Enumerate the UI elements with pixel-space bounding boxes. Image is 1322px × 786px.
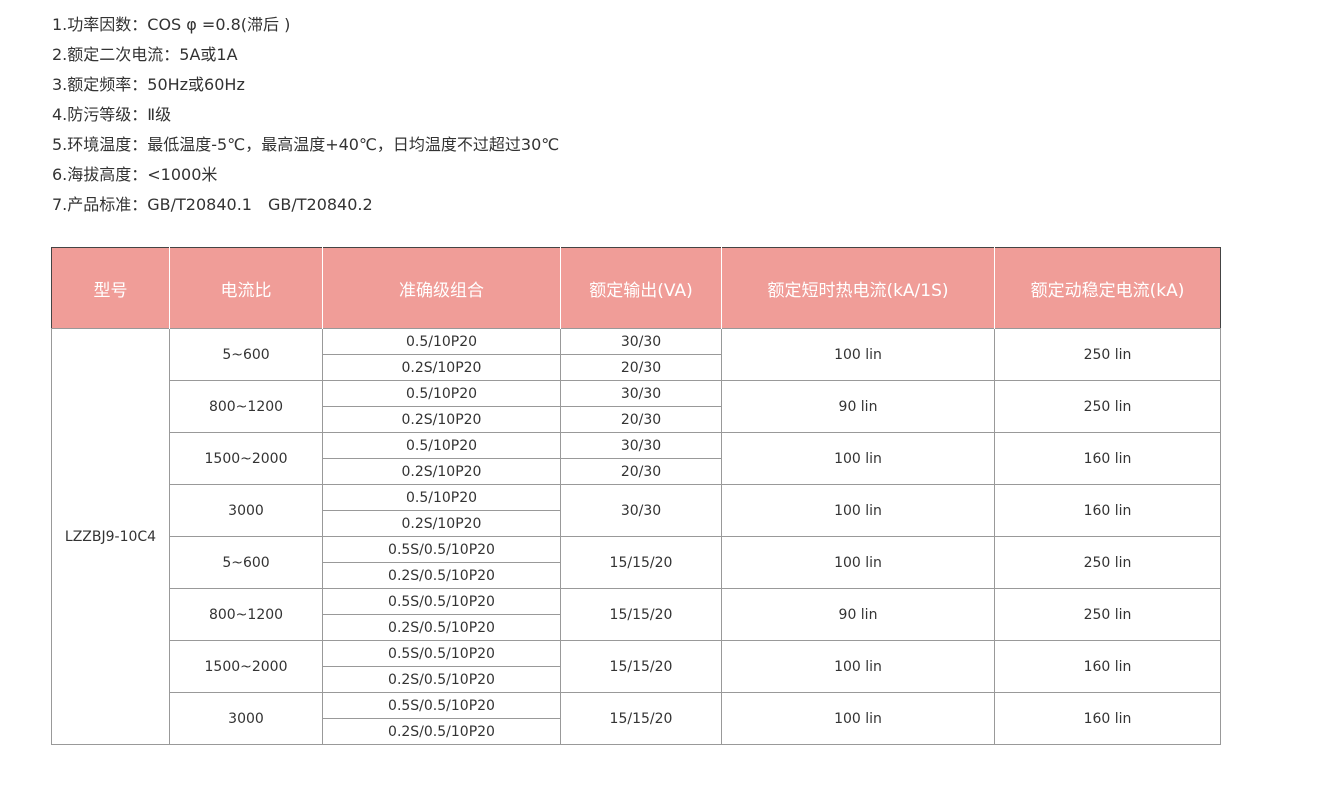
ratio-cell: 3000: [169, 484, 323, 537]
accuracy-cell: 0.5S/0.5/10P20: [322, 692, 561, 719]
thermal-cell: 100 lin: [721, 484, 995, 537]
spec-line: 7.产品标准：GB/T20840.1 GB/T20840.2: [52, 195, 373, 214]
output-cell: 15/15/20: [560, 536, 722, 589]
ratio-cell: 800~1200: [169, 380, 323, 433]
dynamic-cell: 250 lin: [994, 536, 1221, 589]
dynamic-cell: 250 lin: [994, 588, 1221, 641]
table-row: 0.2S/0.5/10P20: [52, 614, 1221, 641]
table-row: 3000 0.5/10P20 30/30 100 lin 160 lin: [52, 484, 1221, 537]
output-cell: 15/15/20: [560, 640, 722, 693]
accuracy-cell: 0.2S/10P20: [322, 458, 561, 485]
accuracy-cell: 0.2S/0.5/10P20: [322, 718, 561, 745]
header-cell: 准确级组合: [322, 247, 561, 329]
output-cell: 15/15/20: [560, 692, 722, 745]
accuracy-cell: 0.2S/0.5/10P20: [322, 562, 561, 589]
spec-table: 型号 电流比 准确级组合 额定输出(VA) 额定短时热电流(kA/1S) 额定动稳定电流(…: [51, 247, 1221, 745]
accuracy-cell: 0.5S/0.5/10P20: [322, 588, 561, 615]
spec-list: 1.功率因数：COS φ =0.8(滞后 ) 2.额定二次电流：5A或1A 3.额定…: [52, 10, 559, 220]
thermal-cell: 90 lin: [721, 588, 995, 641]
ratio-cell: 5~600: [169, 328, 323, 381]
ratio-cell: 3000: [169, 692, 323, 745]
spec-line: 1.功率因数：COS φ =0.8(滞后 ): [52, 15, 291, 34]
dynamic-cell: 160 lin: [994, 640, 1221, 693]
table-body: LZZBJ9-10C4 5~600 0.5/10P20 30/30 100 lin 250…: [51, 328, 1221, 745]
output-cell: 30/30: [560, 432, 722, 459]
table-row: 0.2S/10P20 20/30: [52, 458, 1221, 485]
output-cell: 30/30: [560, 380, 722, 407]
accuracy-cell: 0.5/10P20: [322, 484, 561, 511]
thermal-cell: 100 lin: [721, 432, 995, 485]
output-cell: 20/30: [560, 406, 722, 433]
table-row: 800~1200 0.5S/0.5/10P20 15/15/20 90 lin 250 …: [52, 588, 1221, 641]
accuracy-cell: 0.5/10P20: [322, 328, 561, 355]
spec-line: 2.额定二次电流：5A或1A: [52, 45, 238, 64]
header-cell: 额定短时热电流(kA/1S): [721, 247, 995, 329]
table-row: 0.2S/10P20 20/30: [52, 354, 1221, 381]
table-row: 800~1200 0.5/10P20 30/30 90 lin 250 lin: [52, 380, 1221, 433]
ratio-cell: 1500~2000: [169, 432, 323, 485]
header-cell: 额定输出(VA): [560, 247, 722, 329]
spec-line: 3.额定频率：50Hz或60Hz: [52, 75, 245, 94]
table-row: LZZBJ9-10C4 5~600 0.5/10P20 30/30 100 lin 250…: [51, 328, 1221, 745]
thermal-cell: 100 lin: [721, 536, 995, 589]
spec-line: 5.环境温度：最低温度-5℃，最高温度+40℃，日均温度不过超过30℃: [52, 135, 560, 154]
thermal-cell: 90 lin: [721, 380, 995, 433]
table-row: 0.2S/0.5/10P20: [52, 718, 1221, 745]
accuracy-cell: 0.5S/0.5/10P20: [322, 640, 561, 667]
header-cell: 电流比: [169, 247, 323, 329]
table-row: 5~600 0.5S/0.5/10P20 15/15/20 100 lin 250 li…: [52, 536, 1221, 589]
ratio-cell: 1500~2000: [169, 640, 323, 693]
dynamic-cell: 250 lin: [994, 380, 1221, 433]
accuracy-cell: 0.2S/10P20: [322, 406, 561, 433]
thermal-cell: 100 lin: [721, 328, 995, 381]
table-row: 0.2S/0.5/10P20: [52, 666, 1221, 693]
dynamic-cell: 250 lin: [994, 328, 1221, 381]
table-row: 1500~2000 0.5S/0.5/10P20 15/15/20 100 lin 16…: [52, 640, 1221, 693]
output-cell: 20/30: [560, 354, 722, 381]
thermal-cell: 100 lin: [721, 692, 995, 745]
accuracy-cell: 0.2S/0.5/10P20: [322, 666, 561, 693]
model-cell: LZZBJ9-10C4: [51, 328, 170, 745]
accuracy-cell: 0.5S/0.5/10P20: [322, 536, 561, 563]
table-row: 0.2S/0.5/10P20: [52, 562, 1221, 589]
output-cell: 15/15/20: [560, 588, 722, 641]
header-cell: 型号: [51, 247, 170, 329]
output-cell: 20/30: [560, 458, 722, 485]
accuracy-cell: 0.2S/10P20: [322, 354, 561, 381]
ratio-cell: 800~1200: [169, 588, 323, 641]
spec-line: 4.防污等级：Ⅱ级: [52, 105, 172, 124]
table-row: 3000 0.5S/0.5/10P20 15/15/20 100 lin 160 lin: [52, 692, 1221, 745]
output-cell: 30/30: [560, 328, 722, 355]
output-cell: 30/30: [560, 484, 722, 537]
thermal-cell: 100 lin: [721, 640, 995, 693]
header-cell: 额定动稳定电流(kA): [994, 247, 1221, 329]
spec-line: 6.海拔高度：<1000米: [52, 165, 218, 184]
accuracy-cell: 0.2S/0.5/10P20: [322, 614, 561, 641]
header-row: 型号 电流比 准确级组合 额定输出(VA) 额定短时热电流(kA/1S) 额定动稳定电流(…: [51, 247, 1221, 329]
dynamic-cell: 160 lin: [994, 484, 1221, 537]
table-row: 0.2S/10P20 20/30: [52, 406, 1221, 433]
table-row: 1500~2000 0.5/10P20 30/30 100 lin 160 lin: [52, 432, 1221, 485]
dynamic-cell: 160 lin: [994, 692, 1221, 745]
accuracy-cell: 0.5/10P20: [322, 432, 561, 459]
accuracy-cell: 0.2S/10P20: [322, 510, 561, 537]
accuracy-cell: 0.5/10P20: [322, 380, 561, 407]
ratio-cell: 5~600: [169, 536, 323, 589]
dynamic-cell: 160 lin: [994, 432, 1221, 485]
table-row: 0.2S/10P20: [52, 510, 1221, 537]
